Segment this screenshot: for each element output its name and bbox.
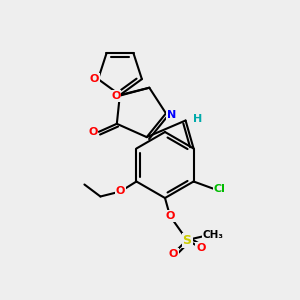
Text: O: O	[196, 243, 206, 253]
Text: O: O	[116, 187, 125, 196]
Text: CH₃: CH₃	[202, 230, 224, 240]
Text: O: O	[165, 211, 175, 221]
Text: S: S	[182, 233, 191, 247]
Text: O: O	[168, 249, 178, 259]
Text: N: N	[167, 110, 177, 120]
Text: O: O	[111, 91, 121, 100]
Text: O: O	[88, 127, 98, 137]
Text: Cl: Cl	[214, 184, 226, 194]
Text: H: H	[193, 113, 202, 124]
Text: O: O	[89, 74, 99, 84]
